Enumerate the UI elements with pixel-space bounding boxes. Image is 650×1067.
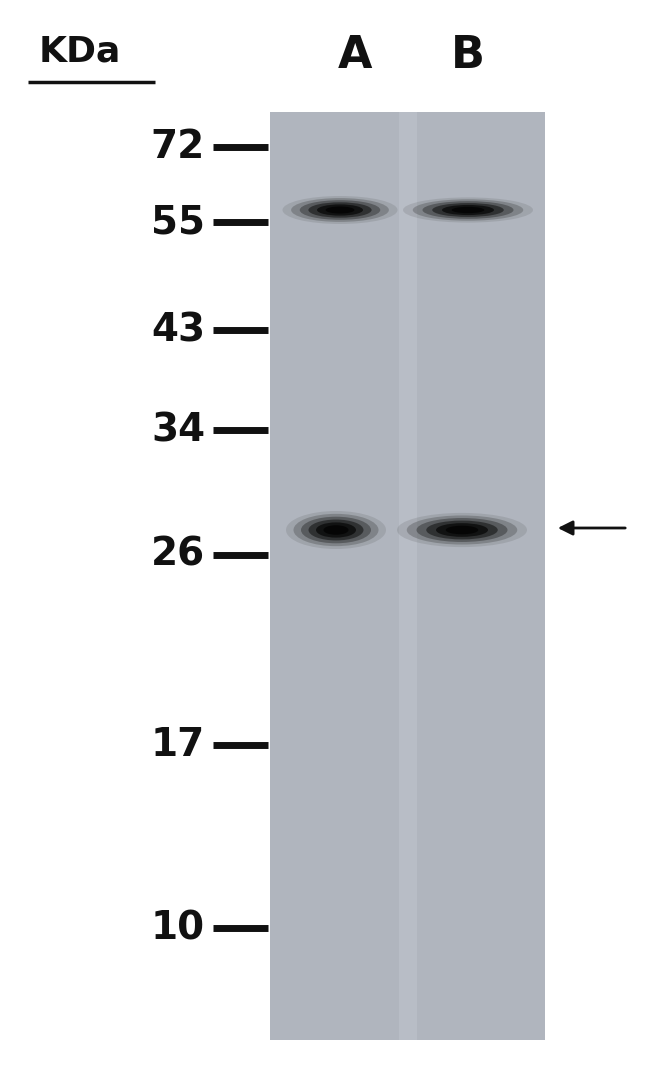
- Text: 72: 72: [151, 128, 205, 166]
- Ellipse shape: [397, 513, 527, 547]
- Ellipse shape: [286, 511, 386, 550]
- Ellipse shape: [436, 523, 488, 537]
- Ellipse shape: [426, 521, 498, 540]
- Text: B: B: [451, 33, 485, 77]
- Ellipse shape: [446, 526, 478, 535]
- Text: KDa: KDa: [39, 35, 121, 69]
- Ellipse shape: [309, 520, 363, 541]
- Ellipse shape: [300, 201, 380, 220]
- Ellipse shape: [413, 200, 523, 221]
- Ellipse shape: [283, 196, 398, 224]
- Ellipse shape: [294, 514, 378, 546]
- Ellipse shape: [442, 205, 494, 216]
- Ellipse shape: [316, 523, 356, 538]
- Ellipse shape: [291, 198, 389, 222]
- Bar: [399, 112, 417, 1040]
- Ellipse shape: [301, 516, 371, 543]
- Text: A: A: [338, 33, 372, 77]
- Bar: [270, 112, 545, 1040]
- Text: 55: 55: [151, 203, 205, 241]
- Ellipse shape: [452, 207, 484, 213]
- Ellipse shape: [417, 519, 508, 542]
- Text: 26: 26: [151, 536, 205, 574]
- Ellipse shape: [422, 202, 514, 219]
- Ellipse shape: [324, 525, 348, 535]
- Ellipse shape: [317, 205, 363, 216]
- Ellipse shape: [326, 207, 354, 213]
- Text: 17: 17: [151, 726, 205, 764]
- Ellipse shape: [308, 203, 372, 218]
- Text: 43: 43: [151, 310, 205, 349]
- Ellipse shape: [403, 197, 533, 223]
- Ellipse shape: [407, 515, 517, 544]
- Text: 10: 10: [151, 909, 205, 947]
- Ellipse shape: [432, 203, 504, 217]
- Text: 34: 34: [151, 411, 205, 449]
